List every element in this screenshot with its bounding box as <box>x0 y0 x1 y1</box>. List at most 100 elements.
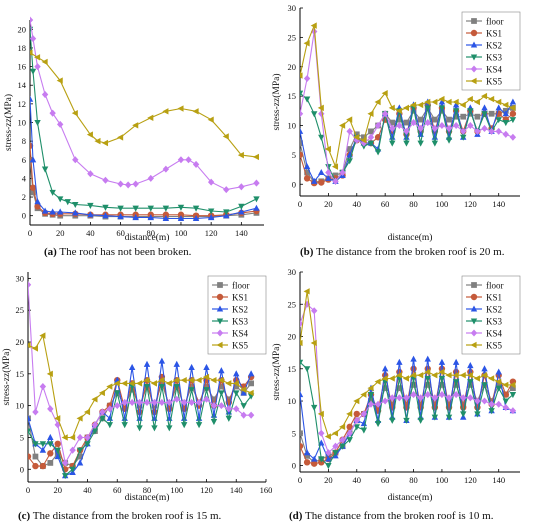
legend-label-floor: floor <box>486 17 504 27</box>
data-point-ks5 <box>46 370 53 378</box>
data-point-ks3 <box>158 383 166 391</box>
data-point-ks4 <box>481 124 488 132</box>
x-tick-label: 100 <box>175 228 188 238</box>
data-point-floor <box>460 113 467 120</box>
data-point-ks3 <box>374 421 382 428</box>
data-point-floor <box>403 401 410 408</box>
data-point-ks4 <box>474 397 481 405</box>
x-tick-label: 20 <box>56 228 65 238</box>
series-ks4 <box>30 16 260 194</box>
data-point-floor <box>304 169 310 176</box>
caption-a: (a) The roof has not been broken. <box>44 246 192 258</box>
data-point-ks3 <box>162 205 170 212</box>
data-point-ks3 <box>102 204 109 211</box>
y-tick-label: 16 <box>18 62 27 72</box>
data-point-ks4 <box>203 395 210 403</box>
data-point-ks4 <box>431 394 439 402</box>
data-point-ks3 <box>99 415 106 422</box>
data-point-floor <box>203 383 210 390</box>
data-point-floor <box>460 401 467 408</box>
data-point-ks3 <box>325 462 332 470</box>
x-tick-label: 60 <box>381 199 390 209</box>
data-point-ks5 <box>410 372 417 379</box>
data-point-ks5 <box>34 54 41 61</box>
data-point-ks3 <box>452 108 460 115</box>
data-point-ks4 <box>424 119 431 127</box>
x-axis-label: distance(m) <box>388 232 433 243</box>
x-tick-label: 100 <box>170 485 183 495</box>
data-point-ks4 <box>467 121 474 130</box>
series-ks3 <box>30 26 260 216</box>
data-point-ks5 <box>237 151 244 159</box>
x-tick-label: 20 <box>54 485 63 495</box>
data-point-ks5 <box>303 288 310 295</box>
x-tick-label: 100 <box>436 475 449 485</box>
data-point-ks4 <box>502 130 510 138</box>
data-point-ks5 <box>374 98 381 106</box>
data-point-ks5 <box>367 384 374 392</box>
data-point-ks3 <box>91 428 99 435</box>
legend-label-floor: floor <box>486 281 504 291</box>
data-point-ks4 <box>87 170 94 178</box>
plot-area <box>28 281 255 480</box>
data-point-ks5 <box>39 332 46 339</box>
data-point-ks2 <box>452 101 460 108</box>
data-point-ks5 <box>424 98 431 106</box>
plot-area <box>30 16 260 222</box>
chart-panel-c: 0 5 10 15 20 25 30 0 20 40 60 80 100 120 140 160 distanc… <box>1 272 272 503</box>
data-point-ks3 <box>106 422 114 429</box>
data-point-ks4 <box>325 449 332 457</box>
data-point-ks4 <box>339 168 346 177</box>
data-point-ks2 <box>303 449 311 456</box>
data-point-ks1 <box>502 391 510 398</box>
data-point-ks5 <box>150 380 157 387</box>
data-point-ks5 <box>381 89 388 97</box>
data-point-ks5 <box>367 110 374 117</box>
data-point-ks3 <box>56 196 64 203</box>
data-point-ks5 <box>173 376 180 384</box>
data-point-ks3 <box>389 417 396 424</box>
data-point-ks2 <box>41 207 49 214</box>
chart-panel-a: 0 2 4 6 8 10 12 14 16 18 20 0 20 40 60 80 100 120 140 dista… <box>3 16 264 243</box>
data-point-ks1 <box>47 450 54 457</box>
legend-label-ks5: KS5 <box>486 77 503 87</box>
data-point-ks3 <box>300 359 304 366</box>
data-point-ks3 <box>310 404 318 412</box>
data-point-floor <box>453 113 460 120</box>
data-point-ks3 <box>339 443 346 450</box>
data-point-ks2 <box>253 204 260 211</box>
data-point-ks3 <box>39 441 47 448</box>
legend-label-ks2: KS2 <box>486 41 502 51</box>
data-point-ks3 <box>225 415 233 422</box>
data-point-floor <box>300 140 303 147</box>
data-point-ks2 <box>54 453 61 460</box>
x-tick-label: 0 <box>298 199 302 209</box>
x-tick-label: 40 <box>83 485 92 495</box>
data-point-ks4 <box>47 405 54 413</box>
data-point-ks5 <box>117 134 124 141</box>
data-point-floor <box>446 116 452 123</box>
data-point-ks5 <box>232 380 239 387</box>
x-tick-label: 140 <box>492 199 505 209</box>
x-tick-label: 0 <box>28 228 32 238</box>
data-point-ks3 <box>438 105 446 112</box>
legend-marker-ks5 <box>470 341 477 349</box>
x-tick-label: 140 <box>235 228 248 238</box>
data-point-ks5 <box>41 58 48 66</box>
y-tick-label: 0 <box>22 211 26 221</box>
legend-marker-ks3 <box>470 318 478 325</box>
legend-marker-ks2 <box>470 305 478 312</box>
y-tick-label: 20 <box>18 24 27 34</box>
data-point-ks1 <box>353 410 360 418</box>
data-point-ks2 <box>132 214 139 221</box>
x-tick-label: 0 <box>298 475 302 485</box>
x-tick-label: 20 <box>324 475 333 485</box>
legend-marker-ks2 <box>470 41 478 48</box>
legend-label-ks3: KS3 <box>232 317 249 327</box>
data-point-ks2 <box>303 163 311 170</box>
data-point-ks1 <box>28 453 32 460</box>
data-point-floor <box>417 116 424 123</box>
data-point-ks1 <box>162 211 170 218</box>
data-point-ks5 <box>98 389 105 397</box>
data-point-ks4 <box>162 165 170 173</box>
